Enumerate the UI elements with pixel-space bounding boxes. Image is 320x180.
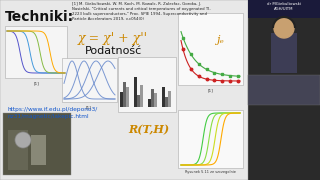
Bar (0, 0, 248, 180)
Text: Podatność: Podatność (85, 46, 142, 56)
Circle shape (274, 18, 294, 38)
Text: [1] M. Giebultowski, W. M. Koch, M. Kowalc, R. Zalecfac, Goroka, J.
Nasielski, ": [1] M. Giebultowski, W. M. Koch, M. Kowa… (72, 2, 211, 21)
Bar (148, 99, 151, 107)
Bar (3, 113, 71, 175)
Text: χ = χ' + χ'': χ = χ' + χ'' (78, 32, 148, 45)
Bar (178, 110, 243, 168)
Bar (178, 13, 243, 85)
Bar (118, 57, 176, 112)
Bar (162, 87, 165, 107)
Bar (248, 105, 320, 180)
Text: dr MGiebultowski
AGH/UITM: dr MGiebultowski AGH/UITM (267, 2, 301, 11)
Bar (248, 75, 320, 105)
Circle shape (15, 132, 31, 148)
Bar (168, 91, 171, 107)
Bar (165, 97, 168, 107)
Bar (137, 95, 140, 107)
Bar (248, 0, 320, 75)
Bar (151, 89, 154, 107)
Text: [1]: [1] (86, 105, 92, 109)
Text: [1]: [1] (207, 88, 213, 92)
Bar (248, 0, 320, 18)
Bar (271, 33, 297, 73)
Bar (5, 26, 67, 78)
Text: https://www.if.edu.pl/depono3/
nz31/magnetic/lakepic.html: https://www.if.edu.pl/depono3/ nz31/magn… (8, 107, 98, 119)
Bar (140, 85, 143, 107)
Bar (62, 58, 117, 102)
Bar (8, 130, 28, 170)
Text: jₑ: jₑ (216, 35, 224, 45)
Bar (123, 82, 126, 107)
Bar (120, 92, 123, 107)
Text: Techniki:: Techniki: (5, 10, 74, 24)
Text: [1]: [1] (33, 81, 39, 85)
Text: R(T,H): R(T,H) (128, 125, 169, 136)
Bar (134, 77, 137, 107)
Bar (126, 87, 129, 107)
Bar (155, 93, 157, 107)
Text: Rysunek 5.11 ze szczegolnie: Rysunek 5.11 ze szczegolnie (185, 170, 236, 174)
Bar (31, 135, 46, 165)
